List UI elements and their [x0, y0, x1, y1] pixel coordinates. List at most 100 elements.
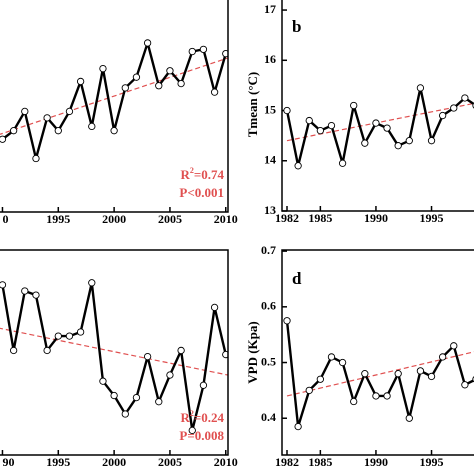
data-point: [110, 127, 118, 135]
data-point: [199, 381, 208, 389]
data-point: [76, 77, 85, 86]
data-point: [461, 94, 469, 102]
data-point: [327, 121, 336, 130]
data-point: [461, 381, 469, 389]
data-point: [143, 352, 152, 361]
data-point: [427, 137, 436, 145]
data-point: [405, 137, 413, 145]
data-point: [43, 114, 51, 122]
data-point: [394, 370, 402, 378]
data-point: [372, 392, 380, 400]
data-point: [155, 398, 163, 406]
data-point: [54, 127, 62, 135]
data-point: [427, 372, 436, 381]
data-point: [0, 135, 7, 143]
data-point: [166, 371, 174, 379]
data-point: [450, 104, 458, 112]
annotation-r2: R2=0.74: [180, 166, 224, 182]
series-line: [1, 41, 227, 160]
panel-label: d: [292, 269, 302, 288]
x-tick-label: 0: [2, 212, 8, 226]
data-point: [32, 291, 40, 299]
trend-line: [0, 57, 228, 135]
data-point: [222, 49, 228, 58]
x-tick-label: 1990: [364, 211, 388, 225]
data-point: [383, 392, 391, 400]
data-point: [132, 393, 141, 402]
data-point: [54, 332, 62, 340]
data-point: [305, 386, 313, 395]
data-point: [305, 116, 313, 125]
data-point: [361, 370, 369, 378]
data-point: [166, 67, 174, 75]
data-point: [121, 84, 129, 92]
annotation-r: R: [180, 410, 190, 425]
y-tick-label: 0.4: [261, 410, 276, 424]
plot: [283, 84, 474, 170]
data-point: [316, 375, 325, 383]
y-tick-label: 0.5: [261, 354, 276, 368]
data-point: [416, 84, 425, 92]
data-point: [405, 414, 413, 422]
data-point: [76, 328, 85, 336]
x-tick-label: 1985: [308, 455, 332, 469]
y-tick-label: 14: [264, 153, 276, 167]
data-point: [361, 139, 369, 147]
plot-frame: [0, 249, 229, 456]
x-tick-label: 1995: [46, 455, 70, 469]
x-tick-label: 1995: [420, 455, 444, 469]
trend-line: [286, 102, 474, 142]
x-tick-label: 1990: [364, 455, 388, 469]
plot-frame: [0, 0, 229, 213]
x-tick-label: 2000: [102, 455, 126, 469]
data-point: [0, 281, 7, 289]
data-point: [65, 332, 74, 340]
data-point: [283, 106, 291, 115]
data-point: [294, 162, 302, 170]
x-tick-label: 2010: [214, 455, 238, 469]
data-point: [438, 111, 447, 120]
data-point: [110, 391, 118, 400]
data-point: [383, 124, 391, 132]
data-point: [188, 426, 196, 435]
data-point: [188, 47, 196, 56]
data-point: [438, 353, 447, 361]
x-tick-label: 2010: [214, 212, 238, 226]
data-point: [350, 397, 358, 406]
y-tick-label: 16: [264, 52, 276, 66]
annotation-p: P=0.008: [179, 428, 224, 443]
data-point: [294, 422, 302, 431]
plot: [0, 39, 228, 163]
data-point: [32, 154, 40, 163]
data-point: [338, 358, 347, 367]
plot-frame: [281, 249, 474, 456]
data-point: [65, 107, 74, 116]
annotation-rest: =0.24: [194, 410, 225, 425]
data-point: [222, 350, 228, 359]
data-point: [99, 64, 107, 73]
data-point: [177, 346, 185, 355]
annotation-sup: 2: [190, 409, 194, 418]
data-point: [338, 159, 347, 167]
annotation-p: P<0.001: [179, 185, 224, 200]
x-tick-label: 2000: [102, 212, 126, 226]
data-point: [450, 342, 458, 350]
x-tick-label: 1982: [275, 211, 299, 225]
data-point: [372, 119, 380, 127]
data-point: [210, 88, 219, 96]
y-tick-label: 13: [264, 203, 276, 217]
data-point: [394, 142, 402, 150]
data-point: [316, 126, 325, 135]
panel: 90 1995 2000 2005 2010 R2=0.24 P=0.008: [0, 249, 238, 469]
data-point: [416, 367, 425, 375]
data-point: [210, 303, 219, 312]
plot: [283, 317, 474, 431]
annotation-r: R: [180, 167, 190, 182]
plot-frame: [281, 0, 474, 212]
data-point: [88, 279, 96, 287]
data-point: [155, 82, 163, 90]
x-tick-label: 1995: [46, 212, 70, 226]
panel: 0 1995 2000 2005 2010 R2=0.74 P<0.001: [0, 0, 238, 226]
panel: 1982 1985 1990 1995 0.4 0.5 0.6 0.7 VPD (Kpa) d: [245, 243, 474, 469]
